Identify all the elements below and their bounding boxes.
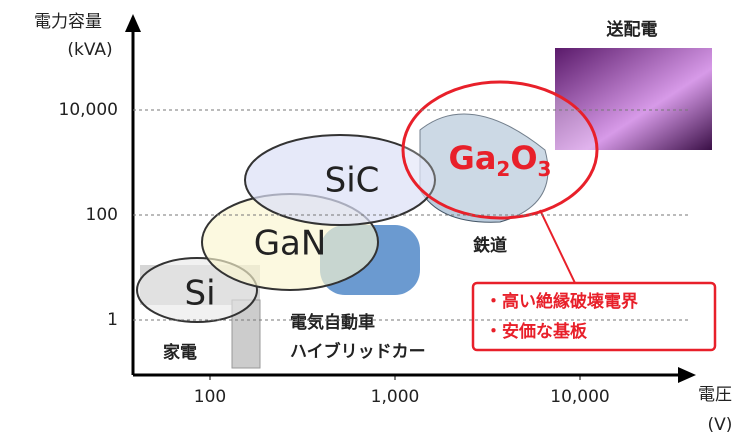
region-sic [244, 134, 436, 226]
y-axis-title: (kVA) [67, 40, 112, 60]
app-label: 電気自動車 [290, 312, 375, 333]
subscript: 2 [496, 157, 510, 181]
y-axis-title: 電力容量 [34, 12, 102, 32]
x-arrow [678, 367, 696, 383]
y-tick-label: 1 [107, 310, 118, 330]
x-tick-label: 1,000 [371, 387, 420, 407]
text-part: Ga [449, 139, 497, 177]
app-label: 鉄道 [473, 235, 507, 256]
y-tick-label: 10,000 [59, 100, 118, 120]
x-axis-title: (V) [708, 415, 733, 435]
callout-text: ・安価な基板 [485, 321, 588, 342]
app-label: 家電 [163, 342, 197, 363]
x-axis-title: 電圧 [698, 385, 732, 405]
region-label: Si [184, 274, 215, 314]
callout-box [471, 281, 717, 352]
x-tick-label: 100 [194, 387, 226, 407]
region-label: Ga2O3 [449, 139, 552, 181]
region-label: GaN [254, 224, 327, 264]
callout-line [539, 209, 576, 284]
text-part: O [510, 139, 537, 177]
app-label: 送配電 [607, 19, 658, 40]
x-tick-label: 10,000 [550, 387, 609, 407]
region-label: SiC [325, 161, 380, 201]
subscript: 3 [538, 157, 552, 181]
y-tick-label: 100 [86, 205, 118, 225]
region-ga2o3 [401, 80, 599, 220]
app-label: ハイブリッドカー [290, 341, 426, 362]
callout-text: ・高い絶縁破壊電界 [485, 291, 638, 312]
y-arrow [125, 14, 141, 32]
train-image [419, 113, 549, 223]
power-grid-photo [555, 48, 712, 150]
